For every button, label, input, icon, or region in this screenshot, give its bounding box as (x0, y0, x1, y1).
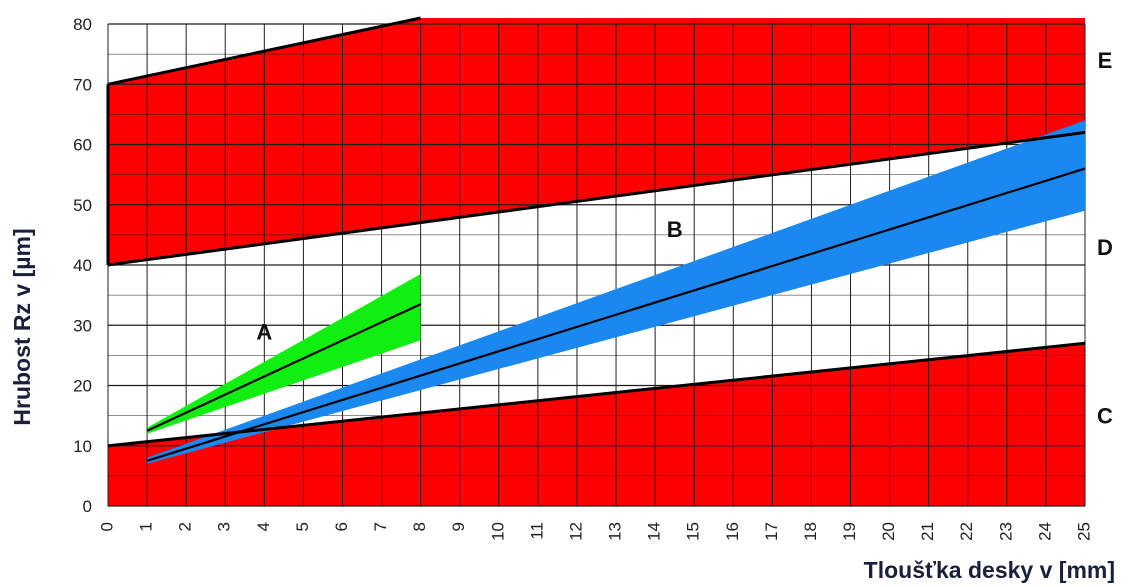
x-tick-label: 21 (918, 522, 937, 541)
zone-labels: C D E A B (256, 48, 1113, 428)
x-tick-label: 14 (645, 522, 664, 541)
y-tick-label: 50 (73, 196, 92, 215)
x-tick-label: 23 (996, 522, 1015, 541)
x-tick-label: 9 (449, 522, 468, 531)
grid-layer (107, 23, 1086, 507)
x-tick-label: 6 (332, 522, 351, 531)
band-label-b: B (667, 217, 683, 242)
x-tick-label: 15 (684, 522, 703, 541)
x-tick-label: 13 (606, 522, 625, 541)
zone-c-area (108, 343, 1085, 506)
y-tick-label: 40 (73, 256, 92, 275)
x-tick-label: 10 (488, 522, 507, 541)
y-tick-label: 10 (73, 437, 92, 456)
x-tick-label: 18 (801, 522, 820, 541)
zone-label-c: C (1097, 404, 1113, 429)
x-tick-label: 8 (410, 522, 429, 531)
x-tick-label: 1 (137, 522, 156, 531)
x-tick-label: 20 (879, 522, 898, 541)
x-tick-label: 7 (371, 522, 390, 531)
x-tick-label: 22 (957, 522, 976, 541)
y-tick-label: 60 (73, 136, 92, 155)
y-tick-label: 80 (73, 15, 92, 34)
x-tick-label: 24 (1035, 522, 1054, 541)
band-b-area (147, 120, 1086, 464)
band-label-a: A (256, 319, 272, 344)
zone-label-e: E (1098, 48, 1113, 73)
y-axis-title: Hrubost Rz v [µm] (9, 228, 35, 425)
boundary-lines-layer (106, 16, 1086, 448)
y-tick-label: 0 (83, 497, 92, 516)
x-tick-label: 19 (840, 522, 859, 541)
y-tick-label: 70 (73, 75, 92, 94)
x-axis-title: Tloušťka desky v [mm] (864, 557, 1115, 583)
band-a-area (147, 274, 421, 434)
band-b-centerline (146, 167, 1086, 462)
x-tick-label: 4 (254, 522, 273, 531)
zone-e-area (108, 18, 1085, 265)
x-tick-label: 16 (723, 522, 742, 541)
zones-layer (108, 18, 1085, 506)
bands-layer (146, 120, 1086, 464)
x-tick-label: 12 (566, 522, 585, 541)
y-tick-label: 30 (73, 316, 92, 335)
band-a-centerline (146, 303, 422, 432)
boundary-line (107, 16, 421, 86)
x-tick-label: 2 (176, 522, 195, 531)
x-tick-label: 3 (215, 522, 234, 531)
boundary-line (107, 130, 1086, 267)
boundary-line (107, 341, 1086, 448)
x-tick-label: 0 (97, 522, 116, 531)
y-tick-labels: 0 10 20 30 40 50 60 70 80 (73, 15, 92, 516)
x-tick-label: 25 (1074, 522, 1093, 541)
zone-label-d: D (1097, 235, 1113, 260)
x-tick-label: 5 (293, 522, 312, 531)
x-tick-label: 17 (762, 522, 781, 541)
y-tick-label: 20 (73, 377, 92, 396)
x-tick-labels: 0 1 2 3 4 5 6 7 8 9 10 11 12 13 14 15 16 17 18 19 20 21 22 23 24… (97, 522, 1093, 541)
x-tick-label: 11 (527, 522, 546, 540)
